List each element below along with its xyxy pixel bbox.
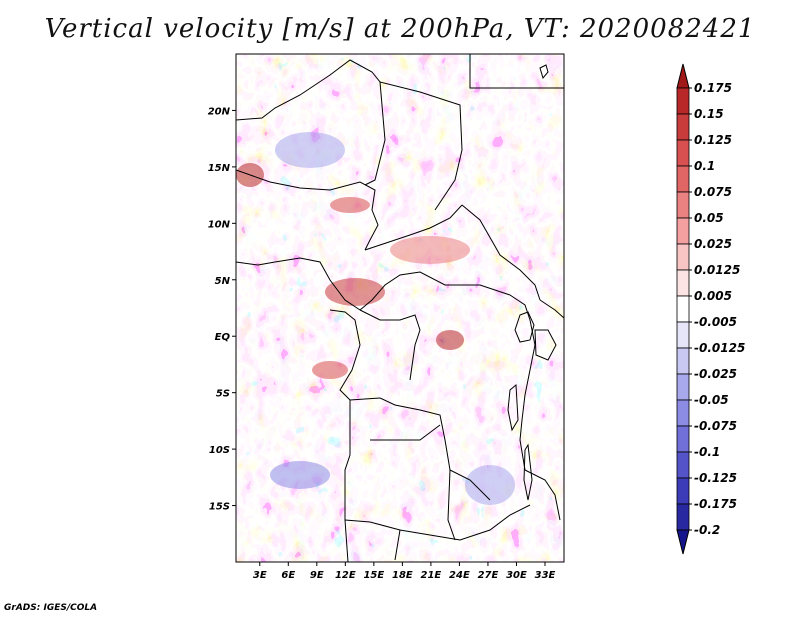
lon-tick-label: 3E bbox=[253, 570, 267, 581]
colorbar-tick-label: 0.075 bbox=[694, 185, 732, 199]
colorbar-box bbox=[676, 269, 690, 297]
colorbar-box bbox=[676, 165, 690, 193]
colorbar-tick-label: 0.1 bbox=[694, 159, 715, 173]
colorbar-box bbox=[676, 451, 690, 479]
map-panel bbox=[235, 53, 565, 563]
colorbar-box bbox=[676, 373, 690, 401]
colorbar-box bbox=[676, 399, 690, 427]
colorbar-tick-label: 0.15 bbox=[694, 107, 724, 121]
lakes bbox=[507, 64, 557, 501]
colorbar-tick-label: 0.175 bbox=[694, 81, 732, 95]
colorbar-tick-label: 0.0125 bbox=[694, 263, 740, 277]
colorbar-tick-label: -0.1 bbox=[694, 445, 720, 459]
colorbar-box bbox=[676, 191, 690, 219]
colorbar-tick-label: -0.0125 bbox=[694, 341, 745, 355]
colorbar-box bbox=[676, 295, 690, 323]
colorbar-box bbox=[676, 321, 690, 349]
colorbar-tick-label: -0.175 bbox=[694, 497, 737, 511]
latitude-ticks: 20N 15N 10N 5N EQ 5S 10S 15S bbox=[208, 106, 236, 513]
colorbar-tick-label: -0.025 bbox=[694, 367, 737, 381]
lon-tick-label: 6E bbox=[281, 570, 295, 581]
colorbar-box bbox=[676, 139, 690, 167]
lon-tick-label: 21E bbox=[421, 570, 442, 581]
colorbar-tick-label: 0.005 bbox=[694, 289, 732, 303]
colorbar-box bbox=[676, 347, 690, 375]
colorbar-tick-label: 0.125 bbox=[694, 133, 732, 147]
colorbar-tick-label: -0.125 bbox=[694, 471, 737, 485]
lon-tick-label: 30E bbox=[506, 570, 527, 581]
lon-tick-label: 12E bbox=[335, 570, 356, 581]
colorbar-tick-label: -0.005 bbox=[694, 315, 737, 329]
lat-tick-label: 20N bbox=[208, 106, 231, 117]
lon-tick-label: 9E bbox=[310, 570, 324, 581]
lat-tick-label: 5S bbox=[216, 389, 230, 400]
lon-tick-label: 33E bbox=[535, 570, 556, 581]
colorbar-box bbox=[676, 87, 690, 115]
colorbar-box bbox=[676, 425, 690, 453]
lon-tick-label: 24E bbox=[449, 570, 470, 581]
colorbar-tick-label: -0.075 bbox=[694, 419, 737, 433]
colorbar-tick-label: 0.05 bbox=[694, 211, 724, 225]
lat-tick-label: 15S bbox=[209, 502, 230, 513]
lat-tick-label: 15N bbox=[208, 163, 231, 174]
lat-tick-label: 5N bbox=[215, 276, 231, 287]
colorbar-tick-label: -0.05 bbox=[694, 393, 729, 407]
lat-tick-label: EQ bbox=[215, 332, 231, 343]
colorbar-box bbox=[676, 243, 690, 271]
lon-tick-label: 18E bbox=[392, 570, 413, 581]
longitude-ticks: 3E 6E 9E 12E 15E 18E 21E 24E 27E 30E 33E bbox=[253, 562, 556, 581]
lon-tick-label: 27E bbox=[478, 570, 499, 581]
colorbar-arrow-bottom bbox=[676, 529, 690, 555]
lon-tick-label: 15E bbox=[363, 570, 384, 581]
colorbar-box bbox=[676, 503, 690, 531]
colorbar-box bbox=[676, 113, 690, 141]
chart-title: Vertical velocity [m/s] at 200hPa, VT: 2… bbox=[44, 14, 756, 44]
colorbar-arrow-top bbox=[676, 63, 690, 89]
lat-tick-label: 10S bbox=[209, 445, 230, 456]
colorbar-box bbox=[676, 217, 690, 245]
lat-tick-label: 10N bbox=[208, 219, 231, 230]
grads-credit: GrADS: IGES/COLA bbox=[4, 603, 98, 613]
colorbar-tick-label: -0.2 bbox=[694, 523, 720, 537]
colorbar: 0.175 0.15 0.125 0.1 0.075 0.05 0.025 0.0125 0.0… bbox=[676, 63, 745, 555]
colorbar-box bbox=[676, 477, 690, 505]
colorbar-tick-label: 0.025 bbox=[694, 237, 732, 251]
country-borders bbox=[236, 54, 564, 562]
